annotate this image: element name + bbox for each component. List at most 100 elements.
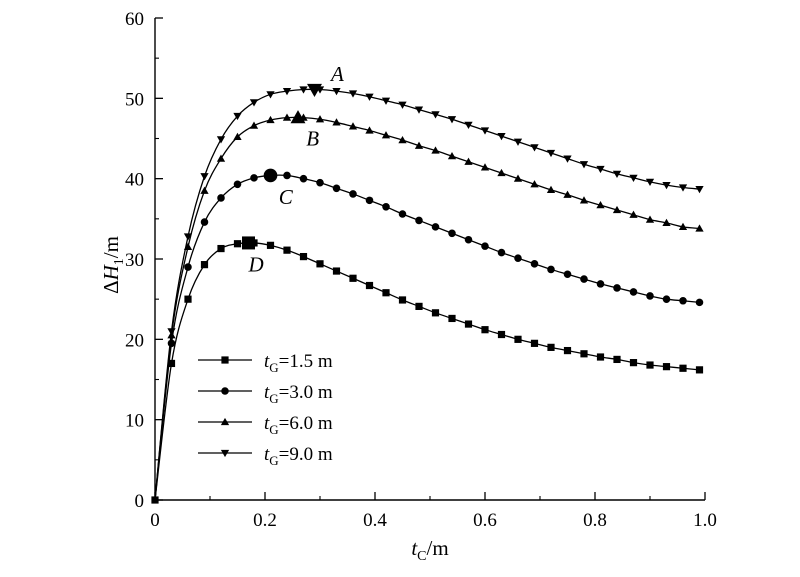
y-tick-label: 60 xyxy=(125,9,144,30)
data-point xyxy=(514,254,522,262)
data-point xyxy=(365,126,374,134)
y-tick-label: 50 xyxy=(125,89,144,110)
peak-marker xyxy=(307,83,322,97)
y-tick-label: 10 xyxy=(125,411,144,432)
legend-item: tG=3.0 m xyxy=(198,382,333,406)
data-point xyxy=(464,157,473,165)
data-point xyxy=(414,141,424,149)
data-point xyxy=(200,173,209,181)
data-point xyxy=(448,314,456,323)
data-point xyxy=(431,309,440,317)
data-point xyxy=(580,275,588,283)
data-point xyxy=(596,353,605,361)
data-point xyxy=(415,216,423,225)
legend-label: tG=3.0 m xyxy=(264,382,333,406)
series-line xyxy=(154,88,700,501)
data-point xyxy=(200,261,209,269)
data-point xyxy=(530,260,539,268)
data-point xyxy=(579,161,589,169)
data-point xyxy=(695,186,704,194)
data-point xyxy=(431,146,440,154)
data-point xyxy=(464,235,473,244)
data-point xyxy=(233,240,242,248)
data-point xyxy=(662,295,671,303)
legend-item: tG=9.0 m xyxy=(198,444,333,468)
data-point xyxy=(398,101,407,109)
data-point xyxy=(431,223,440,231)
legend-marker xyxy=(221,387,229,395)
plot-area xyxy=(151,86,704,504)
data-point xyxy=(315,115,325,123)
data-point xyxy=(678,184,688,192)
x-tick-label: 0.2 xyxy=(253,510,277,531)
data-point xyxy=(646,361,654,369)
data-point xyxy=(216,154,226,162)
data-point xyxy=(349,274,357,282)
data-point xyxy=(513,138,523,146)
data-point xyxy=(282,87,292,96)
data-point xyxy=(695,224,704,232)
data-point xyxy=(398,135,407,144)
peak-label: C xyxy=(279,185,294,209)
data-point xyxy=(249,121,259,129)
data-point xyxy=(563,270,572,279)
data-point xyxy=(332,118,341,126)
series-line xyxy=(154,242,700,501)
x-tick-label: 0 xyxy=(150,510,160,531)
y-tick-label: 20 xyxy=(125,330,144,351)
data-point xyxy=(448,229,456,238)
data-point xyxy=(332,184,341,193)
legend-label: tG=1.5 m xyxy=(264,351,333,375)
data-point xyxy=(662,218,671,226)
data-point xyxy=(481,242,489,250)
data-point xyxy=(497,330,506,339)
data-point xyxy=(365,93,374,101)
data-point xyxy=(695,366,704,374)
data-point xyxy=(481,326,489,334)
data-point xyxy=(612,170,622,178)
data-point xyxy=(200,218,209,226)
data-point xyxy=(299,252,308,261)
data-point xyxy=(332,267,341,275)
peak-label: B xyxy=(306,127,319,151)
peak-A: A xyxy=(307,62,344,97)
legend-label: tG=6.0 m xyxy=(264,413,333,437)
data-point xyxy=(514,335,522,343)
data-point xyxy=(596,165,605,174)
data-point xyxy=(530,144,539,152)
peak-C: C xyxy=(263,168,294,209)
axes: 0 0.2 0.4 0.6 0.8 1.0 0 10 20 30 40 50 60 tC/m ΔH1/m xyxy=(99,9,717,564)
legend-item: tG=1.5 m xyxy=(198,351,333,375)
data-point xyxy=(645,215,655,223)
data-point xyxy=(613,284,621,292)
series-2 xyxy=(154,171,704,501)
data-point xyxy=(547,343,555,351)
data-point xyxy=(464,320,473,328)
data-point xyxy=(266,115,275,124)
data-point xyxy=(216,136,226,144)
data-point xyxy=(547,265,555,274)
data-point xyxy=(530,339,539,347)
data-point xyxy=(662,363,671,371)
data-point xyxy=(299,174,308,183)
peak-label: D xyxy=(248,253,264,277)
data-point xyxy=(382,203,390,211)
data-point xyxy=(646,292,654,300)
x-axis-label: tC/m xyxy=(411,536,448,564)
data-point xyxy=(678,222,688,230)
data-point xyxy=(398,210,407,218)
legend-marker xyxy=(220,417,230,426)
data-point xyxy=(266,91,275,99)
data-point xyxy=(629,210,638,218)
data-point xyxy=(546,149,556,158)
data-point xyxy=(348,90,358,98)
data-point xyxy=(365,196,374,205)
data-point xyxy=(299,86,308,94)
data-point xyxy=(579,196,589,204)
data-point xyxy=(266,241,275,249)
data-point xyxy=(596,201,605,209)
data-point xyxy=(381,97,391,105)
data-point xyxy=(332,87,341,96)
data-point xyxy=(513,174,523,182)
data-point xyxy=(349,190,357,198)
